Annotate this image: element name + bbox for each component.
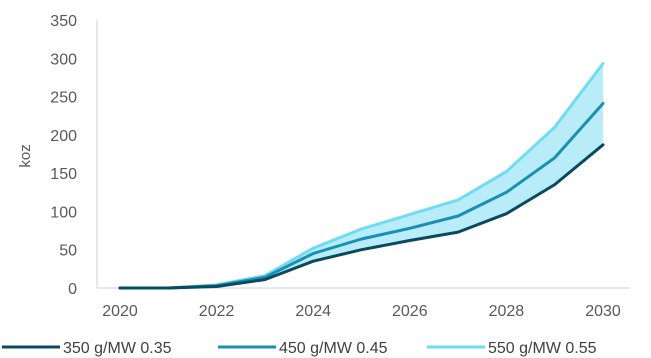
x-tick-label: 2030: [585, 303, 621, 320]
x-tick-label: 2026: [392, 303, 428, 320]
range-band: [120, 63, 603, 288]
legend-label: 450 g/MW 0.45: [279, 340, 388, 357]
y-tick-label: 250: [50, 90, 77, 107]
legend-label: 350 g/MW 0.35: [63, 340, 172, 357]
x-tick-labels: 2020 2022 2024 2026 2028 2030: [102, 303, 621, 320]
legend: 350 g/MW 0.35 450 g/MW 0.45 550 g/MW 0.55: [2, 340, 597, 357]
y-tick-label: 300: [50, 51, 77, 68]
y-tick-label: 0: [68, 281, 77, 298]
series-lines: [118, 62, 605, 290]
legend-label: 550 g/MW 0.55: [488, 340, 597, 357]
y-tick-label: 200: [50, 128, 77, 145]
x-tick-label: 2022: [199, 303, 235, 320]
y-tick-label: 350: [50, 13, 77, 30]
y-tick-label: 100: [50, 204, 77, 221]
x-tick-label: 2020: [102, 303, 138, 320]
x-tick-label: 2024: [295, 303, 331, 320]
band-layer: [120, 63, 603, 288]
y-tick-label: 150: [50, 166, 77, 183]
series-line-0: [118, 143, 605, 290]
y-tick-label: 50: [59, 243, 77, 260]
y-axis-label: koz: [17, 144, 34, 167]
y-tick-labels: 0 50 100 150 200 250 300 350: [50, 13, 77, 298]
x-tick-label: 2028: [489, 303, 525, 320]
